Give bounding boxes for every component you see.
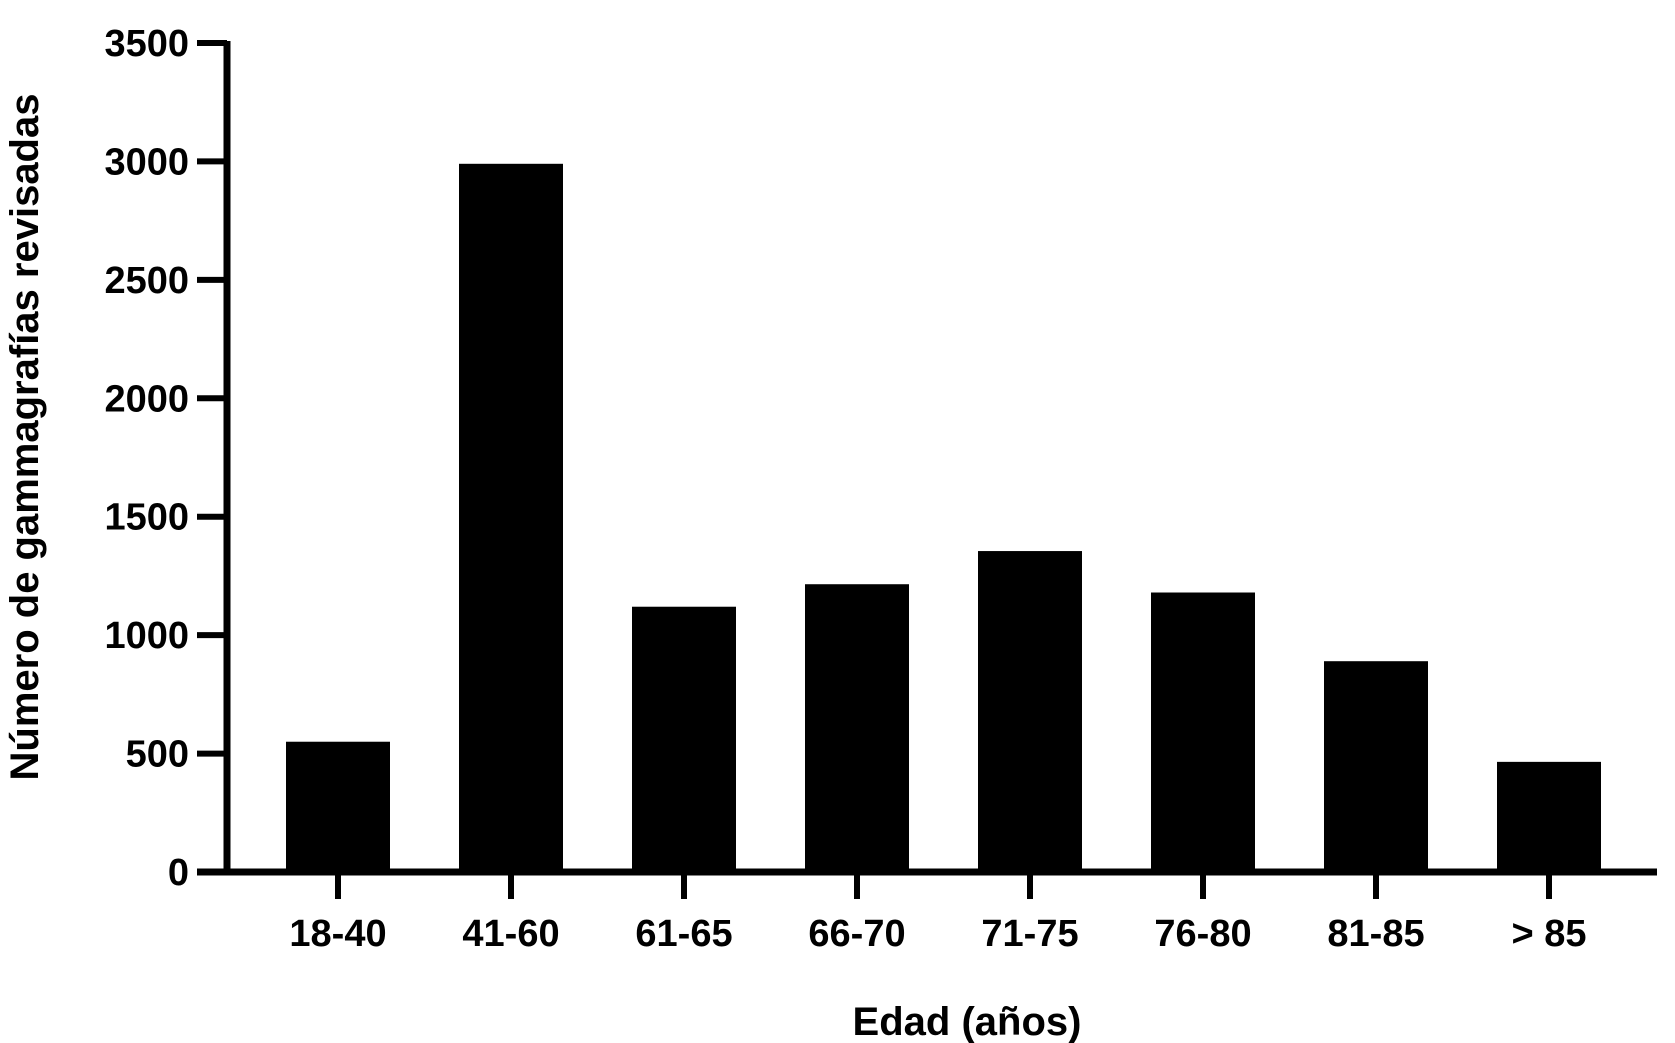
y-tick-label: 1000 [104, 615, 189, 657]
y-tick-label: 3500 [104, 23, 189, 65]
bar--85 [1497, 761, 1601, 872]
y-tick-label: 500 [126, 734, 189, 776]
y-tick-label: 2500 [104, 260, 189, 302]
y-tick-label: 0 [168, 852, 189, 894]
x-tick-label: 18-40 [289, 913, 386, 955]
y-tick-label: 3000 [104, 141, 189, 183]
bar-76-80 [1151, 592, 1255, 872]
bar-71-75 [978, 551, 1082, 872]
x-axis-label: Edad (años) [853, 1000, 1082, 1043]
y-tick-label: 2000 [104, 378, 189, 420]
bar-18-40 [286, 741, 390, 872]
x-tick-label: 61-65 [635, 913, 732, 955]
bar-61-65 [632, 606, 736, 872]
x-tick-label: > 85 [1511, 913, 1586, 955]
x-tick-label: 81-85 [1327, 913, 1424, 955]
y-tick-label: 1500 [104, 497, 189, 539]
x-tick-label: 71-75 [981, 913, 1078, 955]
x-tick-label: 76-80 [1154, 913, 1251, 955]
bar-66-70 [805, 584, 909, 872]
bar-41-60 [459, 163, 563, 873]
y-axis-label: Número de gammagrafías revisadas [3, 94, 47, 781]
bar-81-85 [1324, 661, 1428, 872]
x-tick-label: 41-60 [462, 913, 559, 955]
x-tick-label: 66-70 [808, 913, 905, 955]
